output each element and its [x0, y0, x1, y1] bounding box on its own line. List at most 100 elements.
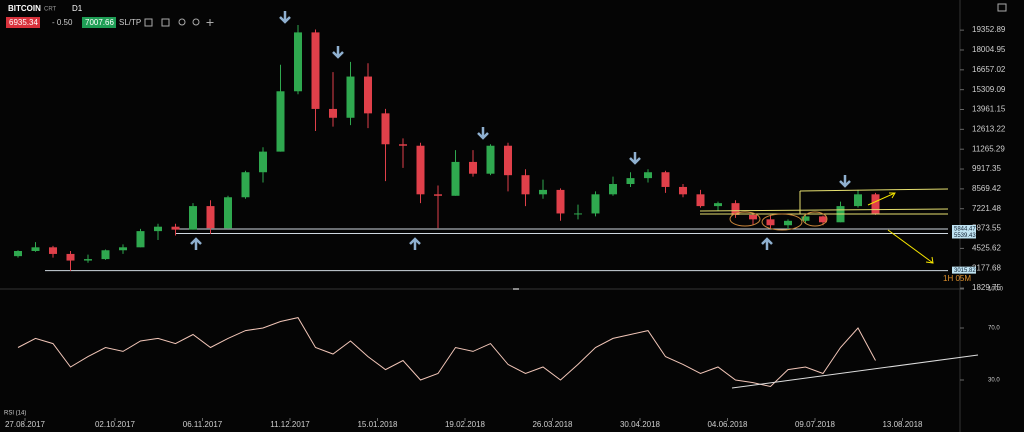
candle-body — [171, 226, 180, 230]
y-tick-label: 4525.62 — [972, 244, 1001, 253]
pivot-arrows — [190, 11, 851, 250]
rsi-line — [17, 317, 876, 388]
candle-body — [451, 161, 460, 196]
candle-body — [574, 213, 582, 215]
y-tick-label: 9917.35 — [972, 164, 1001, 173]
candle-timer: 1H 05M — [943, 274, 971, 283]
pivot-arrow — [190, 237, 202, 250]
x-tick-label: 11.12.2017 — [270, 420, 310, 429]
candle-body — [189, 206, 197, 230]
candle-body — [381, 113, 390, 145]
y-tick-label: 18004.95 — [972, 45, 1006, 54]
candle-body — [416, 145, 425, 195]
price-line-label: 5539.43 — [954, 233, 976, 239]
price-line-label: 3015.82 — [954, 268, 976, 274]
candle-body — [626, 178, 635, 185]
candle-body — [346, 76, 355, 118]
y-tick-label: 13961.15 — [972, 105, 1006, 114]
timeframe[interactable]: D1 — [72, 4, 83, 13]
candle-body — [399, 144, 407, 146]
candle-body — [644, 172, 652, 179]
x-tick-label: 06.11.2017 — [183, 420, 223, 429]
pivot-arrow — [332, 46, 344, 59]
y-tick-label: 7221.48 — [972, 204, 1001, 213]
candle-body — [521, 175, 530, 195]
candle-body — [136, 231, 145, 248]
account[interactable]: CRT — [44, 7, 57, 13]
consolidation-circles — [729, 211, 828, 231]
candle-body — [731, 203, 740, 215]
y-tick-label: 1829.75 — [972, 283, 1001, 292]
x-tick-label: 13.08.2018 — [882, 420, 923, 429]
x-tick-label: 26.03.2018 — [532, 420, 573, 429]
pivot-arrow — [839, 175, 851, 188]
candle-body — [241, 172, 250, 198]
price-line-label-box — [952, 224, 976, 232]
x-tick-label: 02.10.2017 — [95, 420, 136, 429]
y-tick-label: 8569.42 — [972, 184, 1001, 193]
candle-body — [591, 194, 600, 214]
candle-body — [766, 219, 775, 226]
y-tick-label: 70.0 — [988, 326, 1000, 332]
candle-body — [329, 108, 337, 118]
candle-body — [66, 253, 75, 261]
buy-box[interactable] — [82, 17, 116, 28]
y-tick-label: 100.0 — [988, 287, 1004, 293]
pivot-arrow — [761, 237, 773, 250]
candle-body — [154, 226, 162, 232]
candle-body — [556, 189, 565, 214]
y-tick-label: 3177.68 — [972, 263, 1001, 272]
candle-body — [14, 250, 22, 257]
pivot-arrow — [279, 11, 291, 24]
candle-body — [311, 32, 320, 109]
candle-body — [504, 145, 512, 176]
candle-body — [224, 197, 232, 229]
price-line-label-box — [952, 266, 976, 274]
yellow-trendlines — [699, 188, 949, 264]
y-tick-label: 15309.09 — [972, 85, 1006, 94]
candle-body — [679, 186, 687, 195]
ask-price[interactable]: 7007.66 — [85, 18, 114, 27]
candle-body — [276, 91, 285, 152]
x-tick-label: 15.01.2018 — [357, 420, 398, 429]
candle-body — [871, 194, 880, 214]
candle-body — [801, 216, 810, 221]
candle-body — [31, 247, 40, 251]
candle-body — [101, 250, 110, 260]
candle-body — [119, 247, 127, 251]
x-tick-label: 04.06.2018 — [707, 420, 748, 429]
candle-body — [819, 216, 827, 223]
candle-body — [294, 32, 302, 92]
candle-body — [84, 259, 92, 261]
y-tick-label: 16657.02 — [972, 65, 1006, 74]
candle-body — [206, 206, 215, 229]
y-tick-label: 5873.55 — [972, 224, 1001, 233]
y-tick-label: 12613.22 — [972, 124, 1006, 133]
candle-body — [714, 203, 722, 207]
candle-body — [539, 189, 547, 195]
sltp[interactable]: SL/TP — [119, 18, 141, 27]
candle-body — [434, 194, 442, 196]
candle-body — [609, 184, 617, 195]
spread: - 0.50 — [52, 18, 73, 27]
candle-body — [469, 161, 477, 174]
candle-body — [696, 194, 705, 207]
pivot-arrow — [477, 127, 489, 140]
pivot-arrow — [409, 237, 421, 250]
sell-box[interactable] — [6, 17, 40, 28]
x-tick-label: 19.02.2018 — [445, 420, 486, 429]
tool-icons[interactable] — [144, 3, 1007, 27]
bid-price[interactable]: 6935.34 — [9, 18, 38, 27]
x-tick-label: 09.07.2018 — [795, 420, 836, 429]
y-tick-label: 30.0 — [988, 378, 1000, 384]
candle-body — [486, 145, 495, 174]
x-tick-label: 27.08.2017 — [5, 420, 46, 429]
panel-handle[interactable] — [513, 288, 519, 290]
candle-body — [661, 172, 670, 187]
symbol[interactable]: BITCOIN — [8, 4, 41, 13]
rsi-label: RSI (14) — [4, 411, 26, 417]
x-tick-label: 30.04.2018 — [620, 420, 661, 429]
y-tick-label: 19352.89 — [972, 25, 1006, 34]
candle-body — [49, 247, 57, 254]
